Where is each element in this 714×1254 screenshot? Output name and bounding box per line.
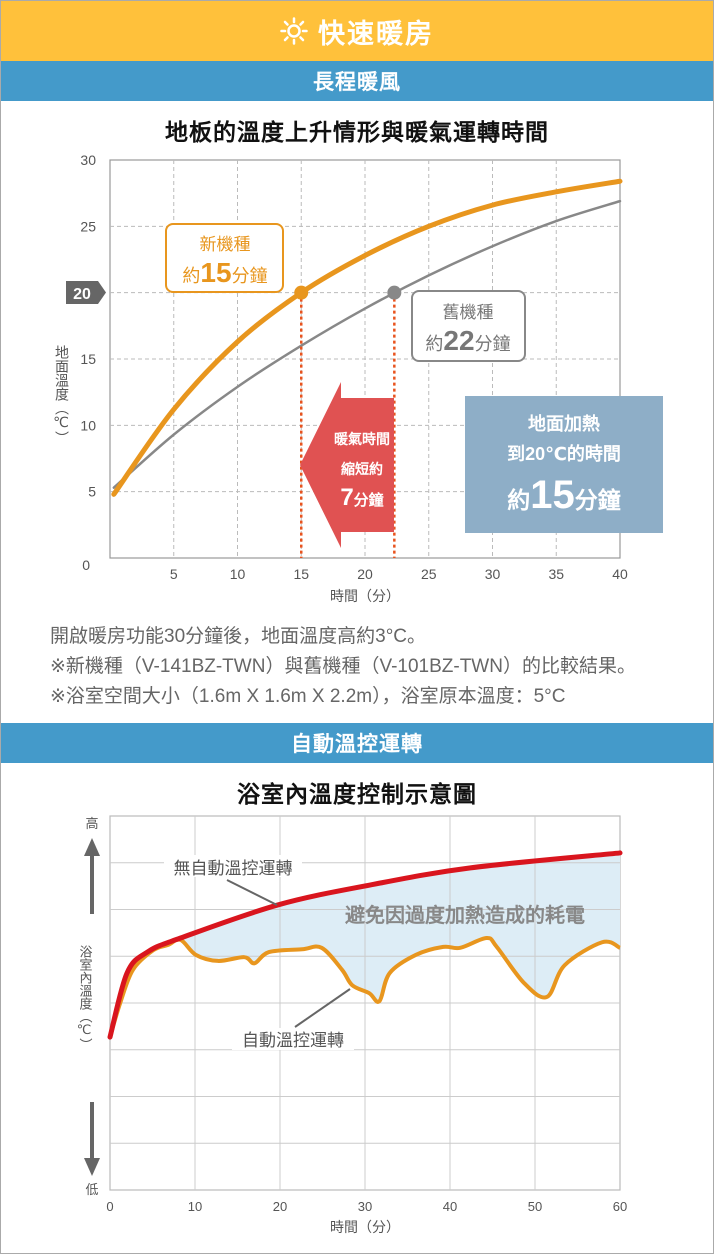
new-model-line bbox=[111, 178, 623, 497]
x-tick-label: 20 bbox=[357, 566, 373, 582]
x-tick-label: 10 bbox=[188, 1199, 202, 1214]
x-tick-label: 0 bbox=[106, 1199, 113, 1214]
x-tick-label: 30 bbox=[485, 566, 501, 582]
notes: 開啟暖房功能30分鐘後，地面溫度高約3°C。 ※新機種（V-141BZ-TWN）… bbox=[50, 622, 636, 712]
floor-temp-chart: 5 10 15 25 30 5 10 15 20 25 30 35 40 20 0 時間（分） 地面溫度… bbox=[54, 152, 663, 604]
sun-icon bbox=[280, 17, 308, 45]
label-bg bbox=[232, 1028, 354, 1050]
x-tick-label: 40 bbox=[443, 1199, 457, 1214]
y-tick-label: 25 bbox=[80, 218, 96, 234]
section2-band: 自動溫控運轉 bbox=[1, 723, 713, 763]
y-high-label: 高 bbox=[85, 816, 98, 831]
x-axis-title-2: 時間（分） bbox=[330, 1219, 400, 1235]
x-tick-label: 60 bbox=[613, 1199, 627, 1214]
no-control-line bbox=[107, 850, 623, 1040]
x-tick-label: 10 bbox=[230, 566, 246, 582]
highlight-tick-label: 20 bbox=[73, 286, 91, 303]
x-tick-label: 15 bbox=[293, 566, 309, 582]
x-tick-label: 30 bbox=[358, 1199, 372, 1214]
new-model-time: 約15分鐘 bbox=[182, 257, 267, 288]
note-2: ※新機種（V-141BZ-TWN）與舊機種（V-101BZ-TWN）的比較結果。 bbox=[50, 656, 636, 677]
leader-line-auto-control bbox=[294, 988, 351, 1028]
x-tick-label: 50 bbox=[528, 1199, 542, 1214]
y-tick-label: 15 bbox=[80, 351, 96, 367]
header-band: 快速暖房 bbox=[1, 1, 713, 61]
y-axis-title-2: 浴室內溫度（℃） bbox=[77, 945, 93, 1051]
section1-title: 長程暖風 bbox=[313, 71, 401, 94]
summary-line2: 到20℃的時間 bbox=[507, 443, 621, 464]
old-model-time: 約22分鐘 bbox=[425, 325, 510, 356]
origin-label: 0 bbox=[82, 557, 90, 573]
old-model-label: 舊機種 bbox=[443, 303, 494, 322]
x-tick-label: 20 bbox=[273, 1199, 287, 1214]
bathroom-temp-chart: 0 10 20 30 40 50 60 避免因過度加熱造成的耗電 無自動溫控運轉 自動溫控運… bbox=[77, 815, 627, 1235]
arrow-line2: 縮短約 bbox=[341, 461, 383, 477]
old-model-marker bbox=[387, 285, 402, 300]
x-tick-label: 40 bbox=[612, 566, 628, 582]
highlight-tick-tag bbox=[66, 281, 106, 304]
new-model-marker bbox=[294, 285, 309, 300]
x-axis-title: 時間（分） bbox=[330, 588, 400, 604]
series-label-auto-control: 自動溫控運轉 bbox=[242, 1031, 344, 1050]
leader-line-no-control bbox=[226, 879, 278, 906]
series-label-no-control: 無自動溫控運轉 bbox=[174, 859, 293, 878]
header-title: 快速暖房 bbox=[318, 18, 434, 49]
arrow-value: 7分鐘 bbox=[340, 484, 383, 511]
summary-line1: 地面加熱 bbox=[528, 413, 600, 434]
time-saved-arrow bbox=[300, 382, 394, 548]
note-3: ※浴室空間大小（1.6m X 1.6m X 2.2m），浴室原本溫度：5°C bbox=[50, 686, 566, 707]
label-bg bbox=[164, 855, 302, 877]
x-tick-label: 25 bbox=[421, 566, 437, 582]
section2-title: 自動溫控運轉 bbox=[291, 733, 423, 756]
chart1-title: 地板的溫度上升情形與暖氣運轉時間 bbox=[165, 119, 549, 145]
up-arrow-icon bbox=[84, 838, 100, 914]
old-model-line bbox=[112, 199, 622, 489]
arrow-line1: 暖氣時間 bbox=[334, 431, 390, 447]
y-low-label: 低 bbox=[85, 1182, 98, 1197]
summary-box bbox=[465, 396, 663, 533]
y-tick-label: 5 bbox=[88, 484, 96, 500]
down-arrow-icon bbox=[84, 1102, 100, 1176]
new-model-label: 新機種 bbox=[200, 235, 251, 254]
energy-saved-label: 避免因過度加熱造成的耗電 bbox=[345, 903, 585, 927]
y-axis-title: 地面溫度（℃） bbox=[54, 345, 70, 445]
y-tick-label: 10 bbox=[80, 417, 96, 433]
summary-value: 約15分鐘 bbox=[507, 473, 621, 517]
y-tick-label: 30 bbox=[80, 152, 96, 168]
x-tick-label: 5 bbox=[170, 566, 178, 582]
chart2-title: 浴室內溫度控制示意圖 bbox=[237, 781, 477, 807]
x-tick-label: 35 bbox=[548, 566, 564, 582]
section1-band: 長程暖風 bbox=[1, 61, 713, 101]
old-model-callout bbox=[411, 290, 526, 362]
note-1: 開啟暖房功能30分鐘後，地面溫度高約3°C。 bbox=[50, 626, 427, 647]
new-model-callout bbox=[165, 223, 284, 293]
